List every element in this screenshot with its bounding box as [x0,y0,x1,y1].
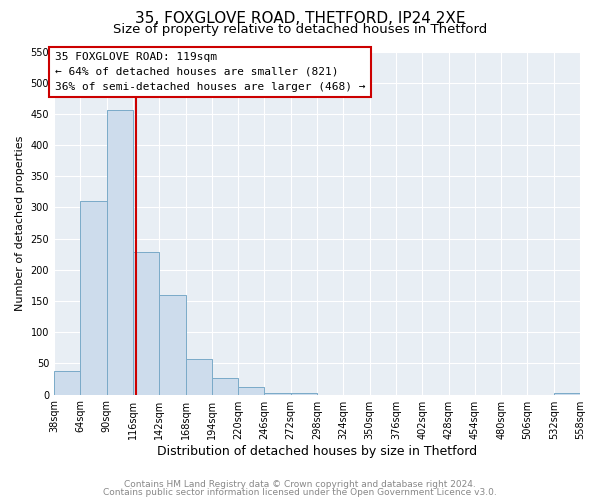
Bar [107,110,133,395]
Bar [265,392,291,394]
Bar [212,378,238,394]
Bar [54,371,80,394]
Text: 35 FOXGLOVE ROAD: 119sqm
← 64% of detached houses are smaller (821)
36% of semi-: 35 FOXGLOVE ROAD: 119sqm ← 64% of detach… [55,52,365,92]
Text: Contains HM Land Registry data © Crown copyright and database right 2024.: Contains HM Land Registry data © Crown c… [124,480,476,489]
Text: Contains public sector information licensed under the Open Government Licence v3: Contains public sector information licen… [103,488,497,497]
Text: Size of property relative to detached houses in Thetford: Size of property relative to detached ho… [113,22,487,36]
Y-axis label: Number of detached properties: Number of detached properties [15,136,25,310]
Bar [133,252,159,394]
Bar [80,201,107,394]
Text: 35, FOXGLOVE ROAD, THETFORD, IP24 2XE: 35, FOXGLOVE ROAD, THETFORD, IP24 2XE [135,11,465,26]
X-axis label: Distribution of detached houses by size in Thetford: Distribution of detached houses by size … [157,444,477,458]
Bar [159,296,185,394]
Bar [185,359,212,394]
Bar [554,392,580,394]
Bar [291,392,317,394]
Bar [238,387,265,394]
